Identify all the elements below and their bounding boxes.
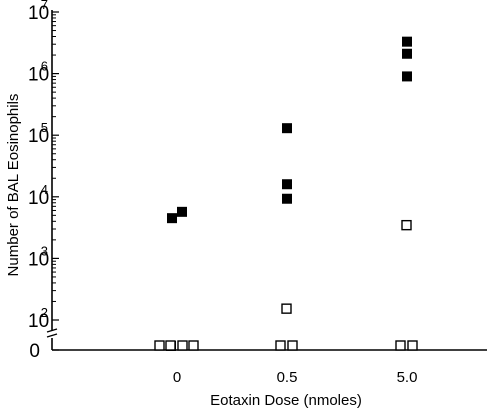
y-tick-label: 10 (28, 188, 49, 209)
open-square-point (177, 340, 188, 351)
x-tick-label: 5.0 (397, 369, 418, 386)
y-tick-label: 10 (28, 3, 49, 24)
x-tick-label: 0 (173, 369, 181, 386)
filled-square-point (282, 123, 292, 134)
open-square-point (287, 340, 298, 351)
open-square-point (281, 303, 292, 314)
open-square-point (275, 340, 286, 351)
filled-square-point (282, 193, 292, 204)
y-tick-exponent: 7 (41, 0, 48, 12)
open-square-point (188, 340, 199, 351)
filled-square-point (402, 36, 412, 47)
y-tick-exponent: 6 (41, 59, 48, 74)
y-tick-exponent: 3 (41, 243, 48, 258)
open-square-point (165, 340, 176, 351)
filled-square-point (402, 48, 412, 59)
axis-break-mark (46, 333, 58, 338)
filled-square-point (167, 213, 177, 224)
filled-square-point (402, 71, 412, 82)
y-tick-label: 0 (29, 341, 40, 362)
y-axis-title: Number of BAL Eosinophils (5, 94, 22, 277)
open-square-point (395, 340, 406, 351)
y-tick-label: 10 (28, 311, 49, 332)
y-tick-exponent: 5 (41, 120, 48, 135)
x-tick-label: 0.5 (277, 369, 298, 386)
y-tick-label: 10 (28, 249, 49, 270)
x-ticks: 0 0.5 5.0 (173, 369, 418, 386)
filled-square-point (282, 179, 292, 190)
open-square-point (154, 340, 165, 351)
open-square-point (401, 219, 412, 231)
axes (46, 10, 487, 351)
y-tick-label: 10 (28, 65, 49, 86)
axis-break-mark (46, 328, 58, 333)
x-axis-title: Eotaxin Dose (nmoles) (210, 392, 362, 409)
y-tick-exponent: 2 (41, 305, 48, 320)
y-tick-label: 10 (28, 126, 49, 147)
open-square-point (407, 340, 418, 351)
filled-square-point (177, 206, 187, 217)
y-tick-exponent: 4 (41, 182, 48, 197)
data-points (154, 36, 418, 351)
